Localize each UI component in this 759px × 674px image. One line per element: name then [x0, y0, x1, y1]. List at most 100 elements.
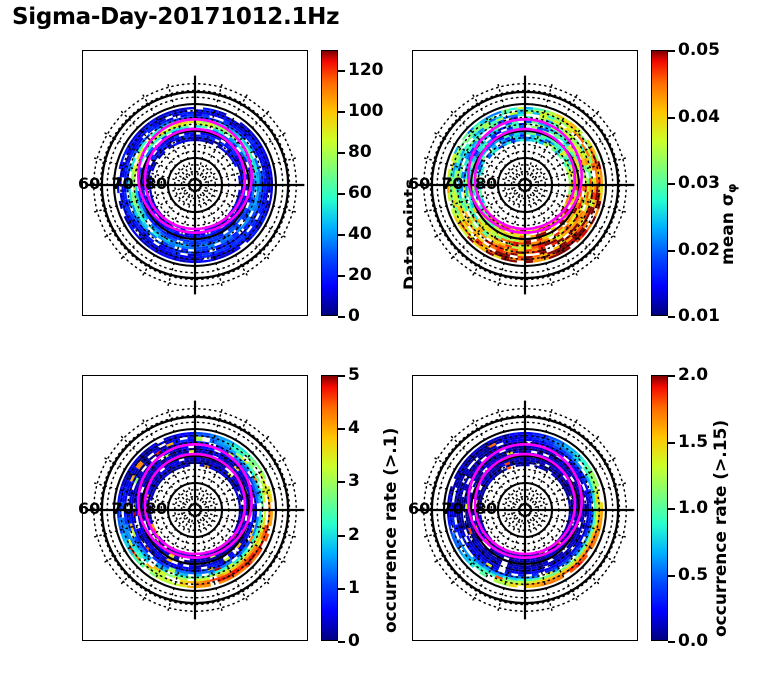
heatmap-bin	[138, 527, 143, 535]
heatmap-bin	[518, 574, 525, 577]
grid-spoke	[103, 131, 192, 184]
heatmap-bin	[200, 457, 207, 461]
heatmap-bin	[236, 237, 245, 245]
heatmap-bin	[504, 136, 511, 141]
heatmap-bin	[256, 139, 263, 148]
heatmap-bin	[462, 197, 466, 205]
heatmap-bin	[512, 566, 519, 570]
heatmap-bin	[157, 235, 164, 241]
heatmap-bin	[165, 559, 172, 565]
heatmap-bin	[595, 185, 599, 193]
heatmap-bin	[195, 111, 203, 115]
heatmap-bin	[146, 524, 151, 531]
heatmap-bin	[525, 239, 532, 243]
heatmap-bin	[242, 481, 248, 488]
heatmap-bin	[553, 569, 561, 576]
heatmap-bin	[518, 567, 525, 570]
heatmap-bin	[173, 459, 180, 464]
heatmap-bin	[525, 246, 532, 250]
heatmap-bin	[567, 514, 571, 520]
heatmap-bin	[206, 562, 213, 567]
heatmap-bin	[131, 132, 139, 141]
grid-spoke	[119, 434, 192, 507]
heatmap-bin	[269, 192, 273, 202]
heatmap-bin	[220, 226, 227, 231]
heatmap-bin	[241, 546, 248, 554]
heatmap-bin	[473, 213, 479, 221]
colorbar-occurrence-rate-0p1: 0 1 2 3 4 5 occurrence rate (>.1)	[321, 365, 401, 651]
heatmap-bin	[183, 234, 190, 238]
heatmap-bin	[209, 461, 216, 466]
heatmap-bin	[453, 199, 458, 208]
heatmap-bin	[572, 481, 578, 488]
heatmap-bin	[575, 486, 580, 493]
heatmap-bin	[457, 481, 463, 489]
heatmap-bin	[142, 515, 146, 522]
heatmap-bin	[565, 491, 569, 497]
heatmap-bin	[123, 215, 130, 225]
heatmap-bin	[547, 115, 555, 120]
heatmap-bin	[220, 464, 227, 469]
heatmap-bin	[536, 126, 544, 131]
grid-spoke	[198, 511, 287, 564]
heatmap-bin	[200, 234, 207, 238]
heatmap-bin	[506, 451, 514, 456]
heatmap-bin	[140, 533, 146, 540]
heatmap-bin	[536, 562, 543, 567]
heatmap-bin	[159, 569, 167, 576]
heatmap-bin	[175, 122, 183, 126]
heatmap-bin	[482, 221, 489, 228]
colorbar-tick-label: 0.5	[678, 564, 709, 585]
heatmap-bin	[542, 237, 550, 242]
heatmap-bin	[230, 151, 236, 157]
heatmap-bin	[236, 450, 245, 458]
heatmap-bin	[170, 128, 178, 133]
heatmap-bin	[250, 536, 256, 544]
heatmap-bin	[580, 544, 587, 552]
panel-occurrence-rate-0p1: 60 70 80	[78, 375, 308, 641]
heatmap-bin	[236, 217, 242, 224]
heatmap-bin	[592, 162, 597, 171]
heatmap-bin	[481, 446, 490, 453]
heatmap-bin	[256, 547, 263, 556]
heatmap-bin	[491, 135, 498, 141]
heatmap-bin	[148, 542, 154, 549]
heatmap-bin	[465, 226, 473, 235]
grid-spoke	[198, 188, 271, 261]
heatmap-bin	[600, 501, 604, 510]
colorbar-tick	[338, 481, 345, 484]
auroral-oval-boundary	[466, 118, 584, 235]
panel-data-points: 60 70 80	[78, 50, 308, 316]
heatmap-bin	[553, 144, 559, 150]
heatmap-bin	[530, 459, 536, 463]
heatmap-bin	[593, 502, 597, 510]
heatmap-bin	[232, 149, 238, 156]
heatmap-bin	[251, 191, 255, 198]
heatmap-bin	[590, 470, 597, 480]
heatmap-bin	[530, 457, 537, 461]
heatmap-bin	[496, 572, 504, 578]
heatmap-bin	[553, 571, 562, 578]
grid-spoke	[103, 456, 192, 509]
heatmap-bin	[558, 552, 566, 559]
heatmap-bin	[532, 254, 541, 259]
heatmap-bin	[500, 237, 508, 242]
heatmap-bin	[264, 153, 270, 162]
heatmap-bin	[195, 125, 202, 128]
heatmap-bin	[247, 217, 253, 225]
heatmap-bin	[143, 538, 149, 546]
heatmap-bin	[132, 522, 136, 530]
heatmap-bin	[250, 211, 256, 219]
heatmap-bin	[137, 462, 144, 470]
heatmap-bin	[123, 540, 130, 550]
heatmap-bin	[143, 213, 149, 221]
heatmap-bin	[223, 442, 232, 449]
grid-spoke	[199, 185, 298, 213]
heatmap-bin	[486, 551, 493, 557]
grid-spoke	[525, 189, 553, 288]
heatmap-bin	[180, 441, 189, 445]
heatmap-bin	[222, 460, 229, 466]
colorbar-gradient	[651, 375, 668, 641]
heatmap-bin	[457, 464, 464, 473]
heatmap-bin	[237, 514, 241, 520]
